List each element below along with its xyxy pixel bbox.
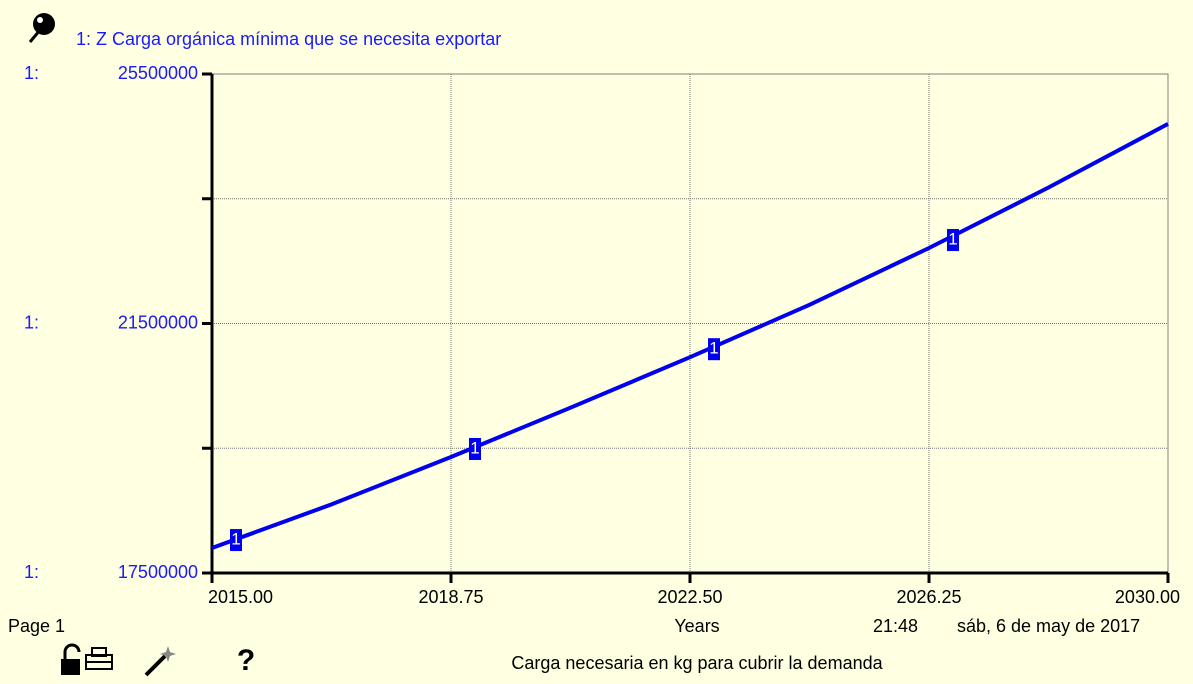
date: sáb, 6 de may de 2017 <box>957 616 1140 636</box>
page-label: Page 1 <box>8 616 65 636</box>
time: 21:48 <box>873 616 918 636</box>
print-icon[interactable] <box>85 647 113 670</box>
line-marker-bg <box>469 437 481 460</box>
line-marker: 1 <box>948 230 957 249</box>
help-icon[interactable]: ? <box>237 644 255 677</box>
x-tick-label: 2015.00 <box>208 587 273 607</box>
y-tick-label: 21500000 <box>118 312 198 332</box>
y-tick-label: 17500000 <box>118 562 198 582</box>
x-tick-label: 2026.25 <box>896 587 961 607</box>
line-marker-bg <box>947 229 959 252</box>
y-tick-label: 25500000 <box>118 63 198 83</box>
wand-icon[interactable] <box>144 646 176 677</box>
line-marker-bg <box>708 338 720 361</box>
x-tick-label: 2030.00 <box>1115 587 1180 607</box>
line-marker: 1 <box>709 339 718 358</box>
line-marker: 1 <box>470 438 479 457</box>
chart-title: 1: Z Carga orgánica mínima que se necesi… <box>76 29 501 49</box>
y-series-label: 1: <box>24 63 39 83</box>
pin-icon[interactable] <box>28 13 55 43</box>
line-marker-bg <box>230 529 242 552</box>
lock-icon[interactable] <box>61 643 81 675</box>
caption: Carga necesaria en kg para cubrir la dem… <box>511 653 883 673</box>
x-tick-label: 2018.75 <box>418 587 483 607</box>
y-series-label: 1: <box>24 312 39 332</box>
series-line <box>211 122 1169 550</box>
x-axis-label: Years <box>674 616 719 636</box>
x-tick-label: 2022.50 <box>657 587 722 607</box>
y-series-label: 1: <box>24 562 39 582</box>
line-marker: 1 <box>231 530 240 549</box>
